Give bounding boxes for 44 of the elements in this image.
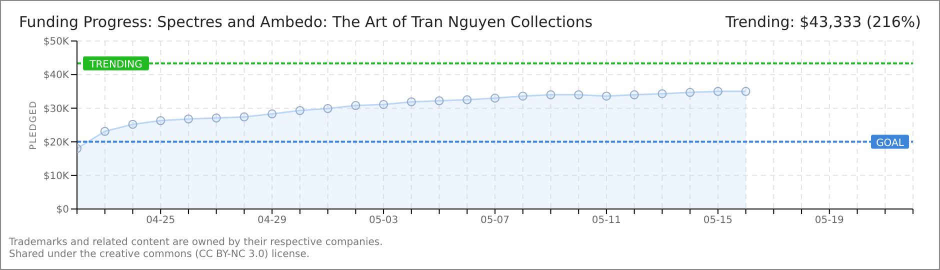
point xyxy=(128,120,138,129)
y-tick-label: $20K xyxy=(43,137,70,148)
ref-line-label: GOAL xyxy=(876,138,904,149)
point xyxy=(462,95,472,104)
y-tick-label: $10K xyxy=(43,170,70,182)
x-tick-label: 05-11 xyxy=(592,215,621,226)
point xyxy=(741,86,750,96)
point xyxy=(686,88,695,97)
ref-line-label: TRENDING xyxy=(88,59,142,70)
point xyxy=(518,92,528,101)
point xyxy=(323,104,332,114)
point xyxy=(434,96,444,106)
chart-title: Funding Progress: Spectres and Ambedo: The Art of Tran Nguyen Collections xyxy=(19,13,593,31)
text: Trademarks and related content are owned by their respective companies. xyxy=(9,237,383,249)
point xyxy=(379,100,388,110)
point xyxy=(295,106,304,116)
y-tick-label: $40K xyxy=(43,70,70,82)
y-tick-label: $0 xyxy=(56,204,69,216)
x-tick-label: 04-25 xyxy=(146,215,176,226)
y-tick-label: $50K xyxy=(43,36,70,48)
text: Trending: $43,333 (216%) xyxy=(726,13,921,31)
point xyxy=(212,113,221,122)
text: Shared under the creative commons (CC BY-NC 3.0) license. xyxy=(9,249,311,261)
point xyxy=(490,94,500,103)
point xyxy=(184,114,193,124)
y-tick-label: $30K xyxy=(43,104,70,115)
x-tick-label: 05-07 xyxy=(480,215,510,226)
point xyxy=(602,92,611,101)
point xyxy=(574,90,584,100)
x-tick-label: 04-29 xyxy=(258,215,287,226)
point xyxy=(268,109,277,118)
x-tick-label: 05-03 xyxy=(369,215,398,226)
x-tick-label: 05-19 xyxy=(814,215,844,226)
y-axis-title: PLEDGED xyxy=(29,100,40,150)
point xyxy=(240,112,249,122)
point xyxy=(351,101,360,110)
point xyxy=(630,90,639,100)
point xyxy=(406,97,416,106)
point xyxy=(546,90,556,100)
point xyxy=(658,89,667,98)
point xyxy=(100,126,110,136)
point xyxy=(713,86,722,96)
point xyxy=(156,116,166,126)
x-tick-label: 05-15 xyxy=(703,215,732,226)
